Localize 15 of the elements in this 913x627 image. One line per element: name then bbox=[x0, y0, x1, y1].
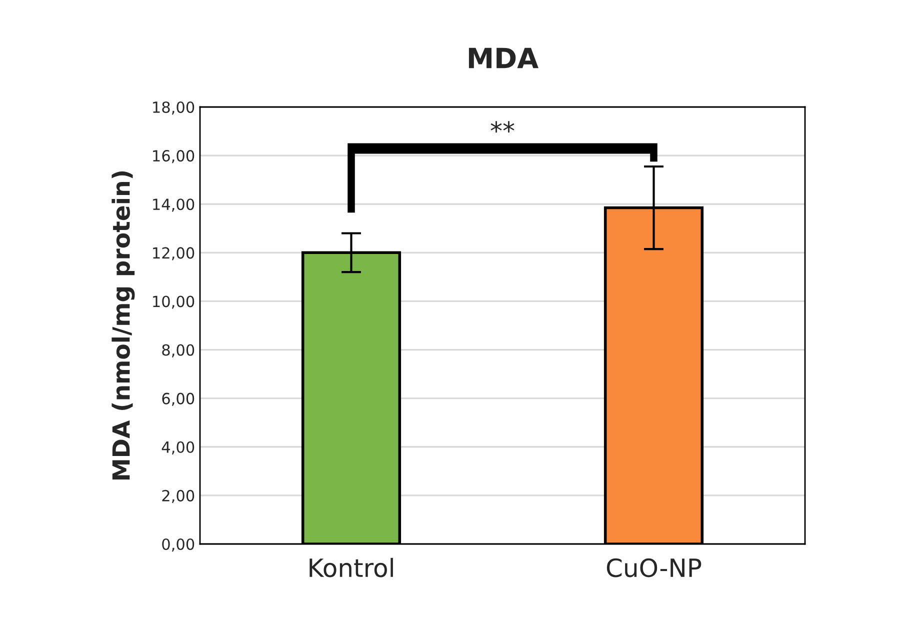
x-tick-label: CuO-NP bbox=[606, 558, 702, 578]
y-tick-label: 2,00 bbox=[162, 490, 194, 504]
y-tick-label: 4,00 bbox=[162, 441, 194, 454]
y-tick-label: 12,00 bbox=[153, 247, 194, 260]
annotation: ** bbox=[490, 121, 514, 133]
y-tick-label: 0,00 bbox=[162, 538, 194, 552]
chart-title: MDA bbox=[468, 48, 538, 68]
y-axis-title: MDA (nmol/mg protein) bbox=[112, 171, 135, 480]
y-tick-label: 14,00 bbox=[153, 198, 194, 212]
y-tick-label: 18,00 bbox=[153, 101, 194, 115]
y-tick-label: 16,00 bbox=[153, 150, 194, 164]
y-tick-label: 8,00 bbox=[162, 344, 194, 358]
x-tick-label: Kontrol bbox=[310, 558, 393, 578]
y-tick-label: 10,00 bbox=[153, 296, 194, 309]
y-tick-label: 6,00 bbox=[162, 392, 194, 406]
